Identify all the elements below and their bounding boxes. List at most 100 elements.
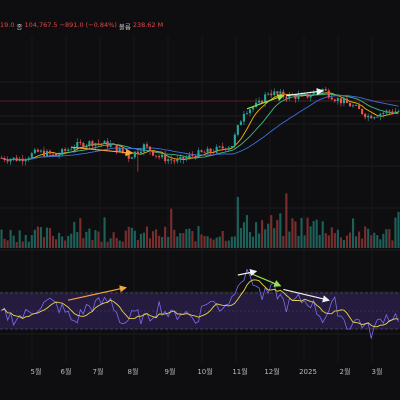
candle-body	[70, 149, 73, 151]
volume-bar	[315, 219, 318, 248]
volume-bar	[218, 236, 221, 248]
x-tick-label: 2025	[299, 368, 317, 376]
candle-body	[358, 105, 361, 109]
candle-body	[48, 151, 52, 154]
volume-bar	[61, 236, 64, 248]
volume-bar	[58, 232, 61, 248]
volume-bar	[203, 235, 206, 248]
volume-bar	[327, 235, 330, 248]
trend-arrow	[68, 285, 127, 301]
volume-bar	[100, 241, 103, 248]
candle-body	[327, 90, 330, 98]
candle-body	[324, 89, 327, 91]
volume-bar	[236, 196, 239, 248]
candle-body	[58, 154, 61, 156]
open-value: 19.0	[0, 21, 15, 29]
candle-body	[115, 144, 118, 152]
candle-body	[18, 158, 21, 161]
candle-body	[336, 98, 339, 101]
volume-bar	[345, 235, 349, 248]
volume-bar	[306, 217, 309, 248]
candle-body	[276, 91, 279, 94]
volume-bar	[182, 233, 185, 248]
candle-body	[27, 157, 30, 160]
volume-bar	[355, 236, 358, 248]
volume-bar	[279, 213, 282, 248]
candle-body	[373, 117, 376, 119]
candle-body	[6, 160, 9, 162]
volume-bar	[127, 226, 130, 248]
volume-bar	[82, 238, 85, 248]
ma-mid-line	[1, 93, 399, 161]
candle-body	[67, 149, 70, 151]
candle-body	[0, 158, 3, 159]
volume-bar	[112, 232, 115, 248]
volume-bar	[115, 237, 118, 248]
candle-body	[133, 151, 136, 158]
rsi-line	[1, 268, 399, 339]
candle-body	[330, 97, 333, 100]
candle-body	[76, 142, 79, 148]
candle-body	[385, 110, 388, 113]
candle-body	[367, 115, 370, 118]
volume-bar	[18, 230, 21, 248]
candle-body	[185, 157, 188, 160]
candles	[0, 87, 400, 172]
candle-body	[179, 156, 182, 160]
volume-bar	[185, 229, 188, 248]
volume-bar	[39, 227, 42, 248]
volume-bar	[97, 231, 100, 248]
x-tick-label: 10월	[197, 367, 212, 376]
candle-body	[351, 105, 355, 107]
volume-bar	[30, 235, 33, 248]
volume-bar	[130, 227, 133, 248]
candle-body	[333, 99, 336, 101]
volume-bar	[145, 226, 149, 248]
candle-body	[294, 95, 297, 99]
candle-body	[164, 154, 167, 162]
volume-bar	[161, 237, 164, 248]
volume-bar	[24, 234, 27, 248]
volume-bar	[227, 240, 230, 248]
volume-bar	[12, 235, 15, 248]
candle-body	[82, 143, 85, 148]
candle-body	[224, 148, 227, 150]
candle-body	[345, 98, 349, 104]
candle-body	[161, 154, 164, 158]
candle-body	[158, 156, 161, 158]
volume-bar	[118, 240, 121, 248]
volume-bar	[139, 233, 142, 248]
trend-annotations	[68, 88, 330, 303]
moving-averages	[1, 92, 399, 161]
volume-bar	[248, 232, 252, 248]
candle-body	[3, 158, 6, 161]
volume-bar	[255, 222, 258, 248]
candle-body	[194, 156, 197, 158]
volume-bar	[358, 231, 361, 248]
candle-body	[218, 146, 221, 148]
candle-body	[73, 147, 76, 150]
candle-body	[136, 151, 139, 154]
candle-body	[282, 91, 285, 97]
volume-bar	[367, 228, 370, 248]
volume-bar	[85, 231, 88, 248]
volume-bar	[197, 226, 200, 248]
candle-body	[109, 143, 112, 147]
candle-body	[155, 155, 158, 157]
candle-body	[182, 156, 185, 160]
candle-body	[103, 141, 106, 144]
candle-body	[255, 102, 258, 107]
candle-body	[151, 151, 155, 156]
volume-bar	[36, 226, 39, 248]
volume-bar	[48, 228, 52, 248]
volume-bar	[170, 208, 173, 248]
candle-body	[167, 159, 170, 162]
volume-bar	[267, 223, 270, 248]
candle-body	[100, 143, 103, 145]
volume-bar	[6, 240, 9, 248]
volume-bar	[321, 221, 324, 248]
volume-bar	[121, 241, 124, 248]
candle-body	[209, 148, 212, 153]
ma-fast-line	[1, 92, 399, 161]
